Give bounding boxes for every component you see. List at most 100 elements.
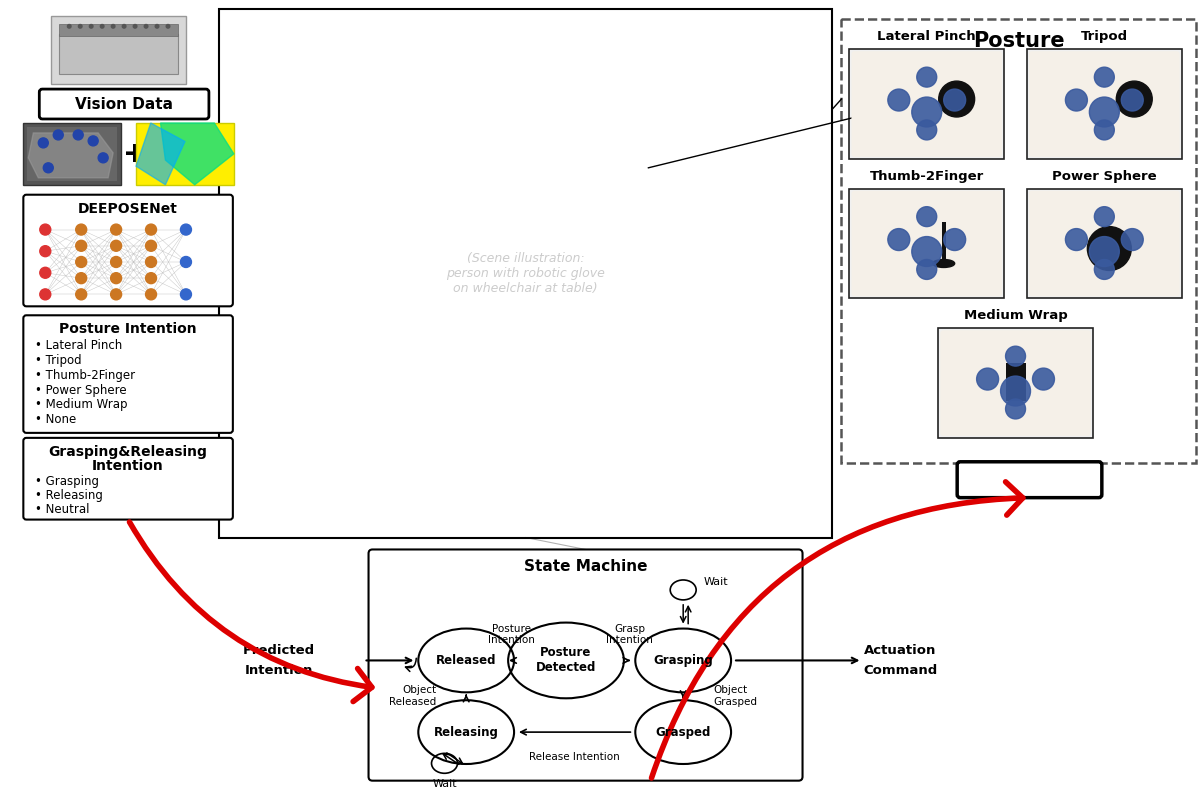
Text: Lateral Pinch: Lateral Pinch (877, 30, 976, 43)
Circle shape (944, 89, 965, 111)
Text: • Tripod: • Tripod (35, 353, 82, 367)
Circle shape (1094, 120, 1114, 140)
Circle shape (1089, 97, 1119, 127)
Circle shape (111, 240, 121, 252)
Circle shape (888, 89, 910, 111)
Circle shape (888, 228, 910, 251)
Circle shape (917, 259, 936, 279)
Circle shape (917, 67, 936, 87)
Bar (23, 123, 121, 185)
Circle shape (144, 25, 148, 28)
Circle shape (1065, 228, 1088, 251)
Text: • Power Sphere: • Power Sphere (35, 384, 127, 396)
Circle shape (40, 246, 50, 256)
FancyBboxPatch shape (851, 191, 1002, 296)
Text: Object
Released: Object Released (389, 685, 436, 707)
Circle shape (100, 25, 103, 28)
Bar (850, 49, 1004, 159)
Text: Medium Wrap: Medium Wrap (964, 310, 1067, 322)
Circle shape (112, 25, 115, 28)
Text: Object
Grasped: Object Grasped (713, 685, 757, 707)
Bar (219, 10, 833, 537)
Circle shape (939, 81, 975, 117)
Text: Power Sphere: Power Sphere (1052, 170, 1156, 183)
Text: Posture: Posture (972, 31, 1064, 51)
FancyBboxPatch shape (369, 549, 803, 781)
Circle shape (1033, 368, 1054, 390)
FancyBboxPatch shape (40, 89, 209, 119)
Text: +: + (124, 140, 147, 168)
Bar (939, 328, 1093, 438)
Text: Posture
Detected: Posture Detected (536, 646, 596, 674)
Circle shape (1094, 259, 1114, 279)
Circle shape (78, 25, 82, 28)
Circle shape (43, 163, 53, 173)
Circle shape (912, 236, 941, 267)
FancyBboxPatch shape (23, 195, 233, 306)
Text: • Releasing: • Releasing (35, 490, 103, 502)
Text: (Scene illustration:
person with robotic glove
on wheelchair at table): (Scene illustration: person with robotic… (446, 252, 605, 295)
Circle shape (180, 256, 191, 267)
Bar (52, 17, 186, 84)
Bar (941, 221, 946, 261)
Circle shape (145, 240, 156, 252)
Text: DEEPOSENet: DEEPOSENet (78, 201, 178, 216)
Circle shape (155, 25, 159, 28)
Text: Posture Intention: Posture Intention (59, 322, 197, 336)
Circle shape (145, 289, 156, 300)
Text: Wait: Wait (433, 779, 457, 790)
Text: Posture
Intention: Posture Intention (488, 624, 535, 646)
FancyBboxPatch shape (1029, 51, 1179, 157)
Circle shape (111, 289, 121, 300)
Circle shape (944, 228, 965, 251)
FancyBboxPatch shape (851, 51, 1002, 157)
Text: Actuation: Actuation (864, 644, 936, 657)
Circle shape (977, 368, 999, 390)
Text: Grasp
Intention: Grasp Intention (606, 624, 653, 646)
Circle shape (1088, 227, 1131, 271)
Text: • None: • None (35, 413, 77, 427)
Circle shape (1094, 207, 1114, 227)
Circle shape (145, 273, 156, 283)
Text: Release Intention: Release Intention (529, 752, 620, 762)
FancyBboxPatch shape (1029, 191, 1179, 296)
Polygon shape (161, 123, 234, 185)
Circle shape (38, 138, 48, 148)
Text: Grasping: Grasping (654, 654, 713, 667)
Circle shape (1121, 89, 1143, 111)
Circle shape (917, 207, 936, 227)
Circle shape (88, 136, 99, 146)
Circle shape (111, 256, 121, 267)
Circle shape (76, 256, 87, 267)
Circle shape (1006, 399, 1025, 419)
Circle shape (99, 153, 108, 163)
Text: Intention: Intention (93, 458, 163, 473)
Text: Grasped: Grasped (655, 726, 710, 739)
Text: Thumb-2Finger: Thumb-2Finger (869, 170, 984, 183)
Text: • Neutral: • Neutral (35, 503, 90, 516)
Text: Tripod: Tripod (1081, 30, 1127, 43)
Circle shape (73, 130, 83, 140)
Ellipse shape (933, 259, 954, 267)
Circle shape (145, 256, 156, 267)
Circle shape (111, 273, 121, 283)
Circle shape (912, 97, 941, 127)
Text: Actuation: Actuation (976, 470, 1083, 490)
Circle shape (1117, 81, 1153, 117)
Text: • Lateral Pinch: • Lateral Pinch (35, 338, 123, 352)
FancyBboxPatch shape (940, 330, 1091, 436)
Circle shape (1065, 89, 1088, 111)
Text: Grasping&Releasing: Grasping&Releasing (48, 445, 208, 458)
Bar (1027, 189, 1182, 298)
Bar (59, 25, 178, 37)
Text: • Grasping: • Grasping (35, 475, 100, 488)
Circle shape (67, 25, 71, 28)
Text: Released: Released (436, 654, 496, 667)
Circle shape (1094, 67, 1114, 87)
Circle shape (40, 267, 50, 279)
Circle shape (133, 25, 137, 28)
Bar (850, 189, 1004, 298)
Circle shape (111, 224, 121, 235)
Circle shape (166, 25, 169, 28)
Polygon shape (136, 123, 185, 185)
